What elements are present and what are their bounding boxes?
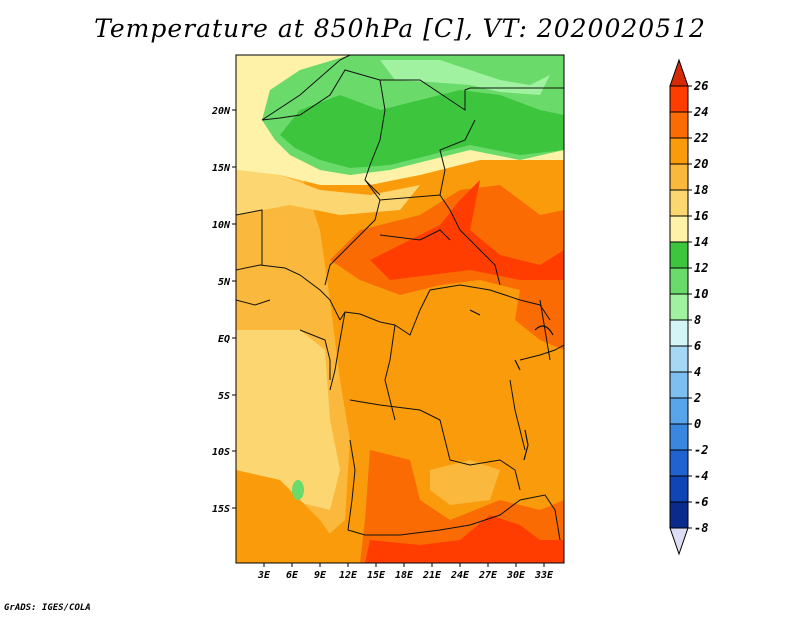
colorbar-label: 14 [694, 235, 708, 249]
field-cool-patch [292, 480, 304, 500]
lon-label: 15E [367, 570, 386, 581]
temperature-field [236, 55, 564, 563]
lon-label: 21E [422, 570, 442, 581]
field-south-hot [365, 515, 564, 563]
field-west-pale [236, 330, 340, 510]
lat-label: 5S [218, 391, 230, 402]
colorbar-box [669, 111, 689, 139]
colorbar-label: 20 [693, 157, 708, 171]
lon-axis [263, 563, 545, 567]
lat-axis [232, 109, 236, 509]
lon-label: 33E [534, 570, 554, 581]
colorbar-box [669, 501, 689, 529]
lakes [469, 309, 554, 461]
colorbar-box [669, 345, 689, 373]
colorbar-box [669, 163, 689, 191]
colorbar-box [669, 137, 689, 165]
lon-label: 30E [506, 570, 526, 581]
colorbar-box [669, 319, 689, 347]
colorbar-box [669, 397, 689, 425]
lat-label: 10S [212, 447, 230, 458]
colorbar-box [669, 241, 689, 269]
map-title: Temperature at 850hPa [C], VT: 202002051… [94, 14, 706, 43]
colorbar-box [669, 267, 689, 295]
colorbar-label: 4 [694, 365, 701, 379]
colorbar-label: -4 [694, 469, 708, 483]
colorbar-label: 24 [693, 105, 708, 119]
colorbar-label: -2 [694, 443, 708, 457]
field-north-yellow2 [236, 170, 420, 215]
lon-labels: 3E 6E 9E 12E 15E 18E 21E 24E 27E 30E 33E [257, 570, 554, 581]
colorbar-box [669, 189, 689, 217]
country-borders [236, 55, 564, 541]
lat-label: 15N [212, 163, 231, 174]
colorbar-label: 22 [693, 131, 708, 145]
colorbar-box [669, 449, 689, 477]
colorbar-box [669, 215, 689, 243]
colorbar-label: 8 [694, 313, 701, 327]
colorbar-label: 0 [694, 417, 701, 431]
colorbar-label: 6 [694, 339, 701, 353]
colorbar-box [669, 475, 689, 503]
lat-label: EQ [218, 334, 230, 345]
grads-credit: GrADS: IGES/COLA [4, 603, 91, 613]
colorbar-label: -6 [694, 495, 708, 509]
colorbar-ticks [688, 85, 692, 529]
colorbar-label: 2 [693, 391, 701, 405]
lat-label: 15S [212, 504, 230, 515]
lon-label: 9E [314, 570, 327, 581]
field-central-hotter [370, 180, 564, 280]
lat-label: 5N [218, 277, 231, 288]
colorbar-label: -8 [694, 521, 708, 535]
colorbar-box [669, 85, 689, 113]
lon-label: 3E [257, 570, 271, 581]
colorbar-label: 18 [694, 183, 708, 197]
lat-labels: 20N 15N 10N 5N EQ 5S 10S 15S [211, 106, 231, 515]
field-south-center [430, 460, 500, 505]
lat-label: 20N [211, 106, 231, 117]
lon-label: 6E [286, 570, 299, 581]
lon-label: 18E [395, 570, 414, 581]
colorbar-boxes [669, 58, 689, 556]
lon-label: 27E [478, 570, 498, 581]
lon-label: 24E [450, 570, 470, 581]
field-green-dark [280, 90, 564, 168]
field-green-light [380, 60, 550, 95]
map-frame [235, 54, 565, 564]
colorbar-box [669, 371, 689, 399]
lon-label: 12E [339, 570, 358, 581]
colorbar-label: 16 [694, 209, 708, 223]
colorbar-box [669, 293, 689, 321]
colorbar-label: 12 [694, 261, 708, 275]
colorbar-box [669, 423, 689, 451]
colorbar-bottom-triangle [669, 527, 689, 556]
field-sw-warm [236, 470, 350, 563]
colorbar-label: 26 [693, 79, 708, 93]
colorbar-label: 10 [694, 287, 708, 301]
lat-label: 10N [212, 220, 231, 231]
colorbar-top-triangle [669, 58, 689, 87]
